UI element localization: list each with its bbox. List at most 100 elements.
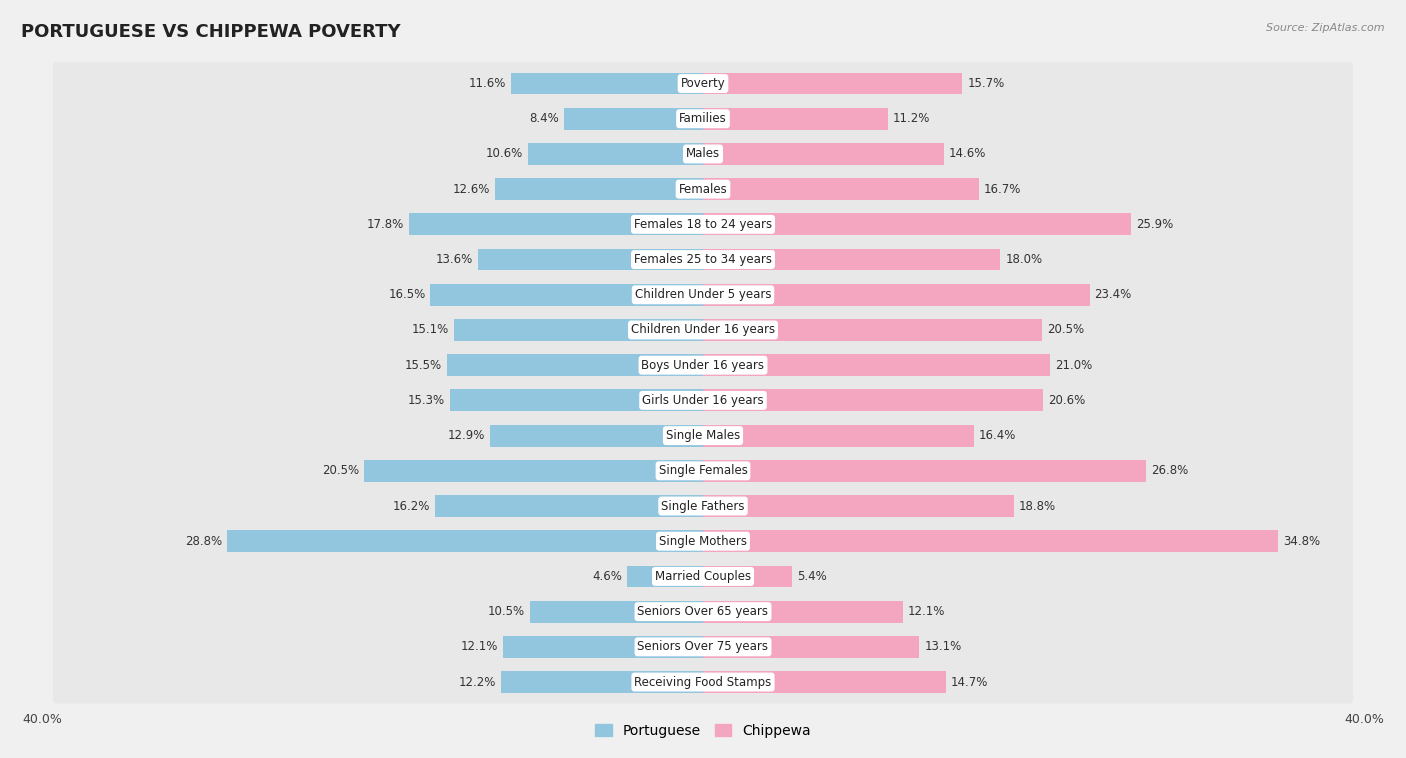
Bar xyxy=(478,249,703,271)
Text: 14.6%: 14.6% xyxy=(949,148,987,161)
Bar xyxy=(703,143,945,164)
Text: 23.4%: 23.4% xyxy=(1094,288,1132,301)
Bar xyxy=(454,319,703,341)
Text: 11.2%: 11.2% xyxy=(893,112,931,125)
Bar xyxy=(703,283,1090,305)
Text: Girls Under 16 years: Girls Under 16 years xyxy=(643,394,763,407)
Text: 26.8%: 26.8% xyxy=(1150,465,1188,478)
FancyBboxPatch shape xyxy=(53,590,1353,633)
FancyBboxPatch shape xyxy=(53,133,1353,175)
FancyBboxPatch shape xyxy=(53,555,1353,598)
Text: Seniors Over 75 years: Seniors Over 75 years xyxy=(637,641,769,653)
Text: Single Mothers: Single Mothers xyxy=(659,534,747,548)
Text: 15.7%: 15.7% xyxy=(967,77,1004,90)
FancyBboxPatch shape xyxy=(53,62,1353,105)
Text: Seniors Over 65 years: Seniors Over 65 years xyxy=(637,605,769,618)
Text: 15.3%: 15.3% xyxy=(408,394,446,407)
Text: 16.2%: 16.2% xyxy=(394,500,430,512)
Text: Source: ZipAtlas.com: Source: ZipAtlas.com xyxy=(1267,23,1385,33)
Text: 12.9%: 12.9% xyxy=(447,429,485,442)
Text: 17.8%: 17.8% xyxy=(367,218,404,231)
Bar xyxy=(364,460,703,482)
FancyBboxPatch shape xyxy=(53,484,1353,528)
Text: 4.6%: 4.6% xyxy=(592,570,621,583)
Bar xyxy=(502,671,703,693)
Bar xyxy=(703,319,1042,341)
Bar xyxy=(703,108,889,130)
Bar xyxy=(503,636,703,658)
FancyBboxPatch shape xyxy=(53,97,1353,140)
Bar xyxy=(703,249,1001,271)
Bar xyxy=(409,214,703,235)
Text: 14.7%: 14.7% xyxy=(950,675,988,688)
FancyBboxPatch shape xyxy=(53,309,1353,352)
Bar xyxy=(703,178,979,200)
Text: Single Fathers: Single Fathers xyxy=(661,500,745,512)
FancyBboxPatch shape xyxy=(53,449,1353,492)
Text: 18.0%: 18.0% xyxy=(1005,253,1042,266)
Bar xyxy=(703,601,903,622)
Text: Males: Males xyxy=(686,148,720,161)
Text: Females: Females xyxy=(679,183,727,196)
Text: Single Females: Single Females xyxy=(658,465,748,478)
Text: Receiving Food Stamps: Receiving Food Stamps xyxy=(634,675,772,688)
Bar xyxy=(703,495,1014,517)
Text: 16.7%: 16.7% xyxy=(984,183,1021,196)
Bar xyxy=(450,390,703,412)
FancyBboxPatch shape xyxy=(53,414,1353,457)
Text: Boys Under 16 years: Boys Under 16 years xyxy=(641,359,765,371)
FancyBboxPatch shape xyxy=(53,520,1353,562)
Bar xyxy=(703,565,792,587)
Bar xyxy=(447,354,703,376)
Bar xyxy=(703,214,1130,235)
Bar xyxy=(703,531,1278,552)
Text: 16.5%: 16.5% xyxy=(388,288,426,301)
Text: 25.9%: 25.9% xyxy=(1136,218,1173,231)
Text: Females 25 to 34 years: Females 25 to 34 years xyxy=(634,253,772,266)
Bar xyxy=(703,73,962,95)
Text: Females 18 to 24 years: Females 18 to 24 years xyxy=(634,218,772,231)
Bar xyxy=(703,390,1043,412)
Text: 8.4%: 8.4% xyxy=(530,112,560,125)
Text: 20.5%: 20.5% xyxy=(322,465,360,478)
Bar xyxy=(489,424,703,446)
Text: 16.4%: 16.4% xyxy=(979,429,1017,442)
Bar xyxy=(228,531,703,552)
Bar xyxy=(703,460,1146,482)
Text: 13.1%: 13.1% xyxy=(924,641,962,653)
Text: Families: Families xyxy=(679,112,727,125)
Text: 18.8%: 18.8% xyxy=(1018,500,1056,512)
FancyBboxPatch shape xyxy=(53,203,1353,246)
Text: 20.6%: 20.6% xyxy=(1049,394,1085,407)
Text: Poverty: Poverty xyxy=(681,77,725,90)
FancyBboxPatch shape xyxy=(53,660,1353,703)
Text: 34.8%: 34.8% xyxy=(1282,534,1320,548)
Bar xyxy=(512,73,703,95)
Text: Single Males: Single Males xyxy=(666,429,740,442)
Bar xyxy=(703,424,974,446)
Text: 10.6%: 10.6% xyxy=(485,148,523,161)
FancyBboxPatch shape xyxy=(53,379,1353,422)
Text: 12.2%: 12.2% xyxy=(460,675,496,688)
Text: Children Under 16 years: Children Under 16 years xyxy=(631,324,775,337)
Bar xyxy=(564,108,703,130)
Text: 12.1%: 12.1% xyxy=(461,641,498,653)
Text: 28.8%: 28.8% xyxy=(186,534,222,548)
Bar xyxy=(436,495,703,517)
Text: PORTUGUESE VS CHIPPEWA POVERTY: PORTUGUESE VS CHIPPEWA POVERTY xyxy=(21,23,401,41)
FancyBboxPatch shape xyxy=(53,343,1353,387)
Text: 21.0%: 21.0% xyxy=(1054,359,1092,371)
Text: 5.4%: 5.4% xyxy=(797,570,827,583)
Bar xyxy=(703,671,946,693)
Bar xyxy=(527,143,703,164)
Text: 12.1%: 12.1% xyxy=(908,605,945,618)
Text: 20.5%: 20.5% xyxy=(1046,324,1084,337)
Bar xyxy=(430,283,703,305)
Text: 13.6%: 13.6% xyxy=(436,253,474,266)
Text: 11.6%: 11.6% xyxy=(470,77,506,90)
Bar xyxy=(495,178,703,200)
FancyBboxPatch shape xyxy=(53,625,1353,669)
Text: 15.5%: 15.5% xyxy=(405,359,441,371)
Legend: Portuguese, Chippewa: Portuguese, Chippewa xyxy=(589,718,817,743)
FancyBboxPatch shape xyxy=(53,274,1353,316)
